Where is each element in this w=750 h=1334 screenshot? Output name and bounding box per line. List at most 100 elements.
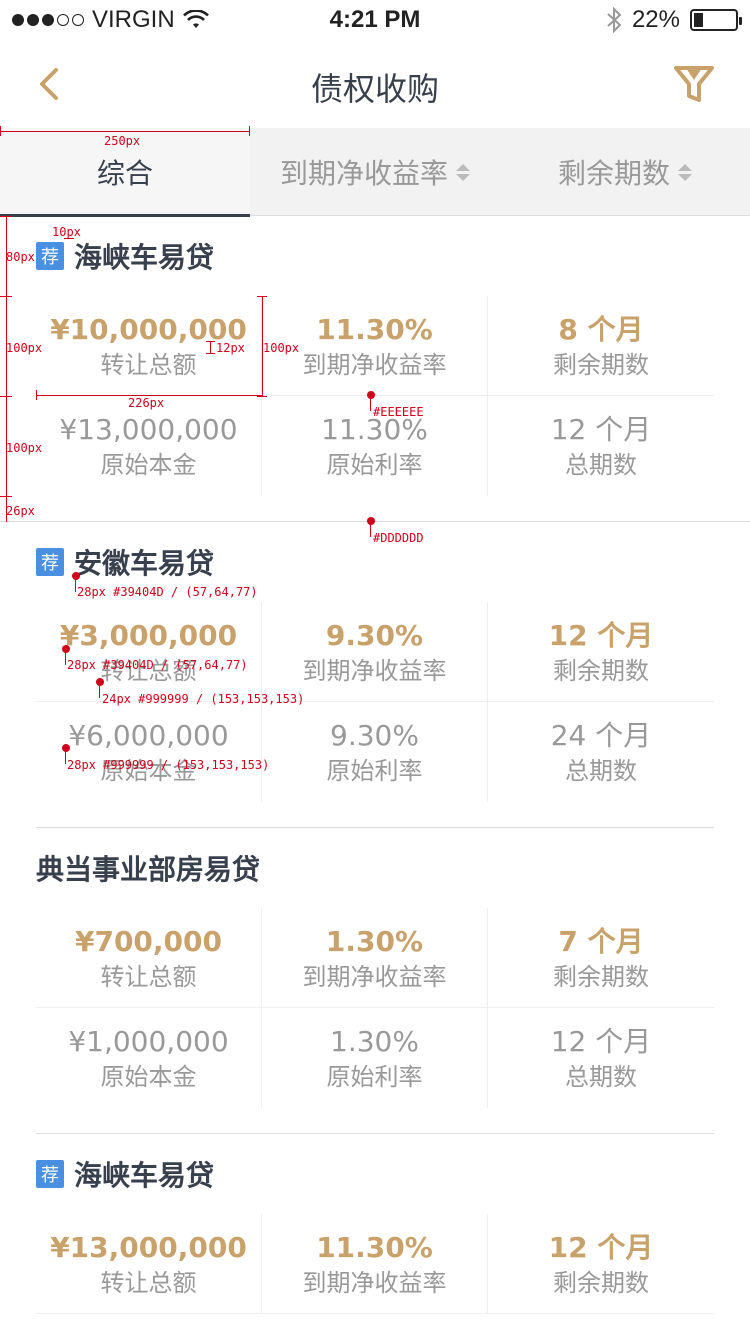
stat-label: 原始利率 bbox=[326, 757, 423, 785]
tab-label: 剩余期数 bbox=[557, 157, 670, 190]
spec-line bbox=[370, 397, 371, 411]
card-title-row: 荐 海峡车易贷 bbox=[36, 240, 214, 274]
spec-label: 226px bbox=[128, 396, 165, 410]
sort-arrows-icon bbox=[678, 163, 692, 181]
stat-rate: 1.30% 原始利率 bbox=[262, 1008, 488, 1108]
loan-title: 海峡车易贷 bbox=[74, 241, 215, 274]
stat-label: 原始本金 bbox=[100, 757, 197, 785]
stat-transfer-amount: ¥13,000,000 转让总额 bbox=[36, 1214, 262, 1313]
card-title-row: 荐 海峡车易贷 bbox=[36, 1158, 214, 1192]
status-left: VIRGIN bbox=[12, 6, 209, 34]
stat-label: 剩余期数 bbox=[553, 1268, 649, 1297]
stat-value: 24 个月 bbox=[550, 719, 652, 752]
stat-principal: ¥13,000,000 原始本金 bbox=[36, 396, 262, 496]
bluetooth-icon bbox=[607, 7, 622, 33]
stat-value: 11.30% bbox=[316, 312, 433, 346]
spec-pin bbox=[367, 391, 375, 399]
spec-line bbox=[206, 353, 215, 354]
spec-line bbox=[249, 126, 250, 136]
spec-label: 28px #39404D / (57,64,77) bbox=[77, 585, 258, 599]
spec-pin bbox=[367, 517, 375, 525]
stat-net-yield: 11.30% 到期净收益率 bbox=[262, 1214, 488, 1313]
spec-line bbox=[0, 131, 250, 132]
stat-value: 1.30% bbox=[330, 1025, 419, 1058]
stat-value: ¥6,000,000 bbox=[68, 719, 229, 752]
loan-card[interactable]: 荐 海峡车易贷 ¥13,000,000 转让总额 11.30% 到期净收益率 1… bbox=[0, 1134, 750, 1334]
stat-net-yield: 9.30% 到期净收益率 bbox=[262, 602, 488, 701]
status-bar: VIRGIN 4:21 PM 22% bbox=[0, 0, 750, 40]
stat-label: 到期净收益率 bbox=[302, 350, 447, 379]
stat-label: 原始利率 bbox=[326, 451, 423, 479]
divider bbox=[0, 521, 750, 522]
spec-label: 10px bbox=[52, 225, 81, 239]
tab-comprehensive[interactable]: 综合 bbox=[0, 128, 250, 217]
spec-line bbox=[210, 341, 211, 353]
spec-line bbox=[257, 396, 267, 397]
spec-line bbox=[370, 523, 371, 537]
stat-remaining: 12 个月 剩余期数 bbox=[488, 602, 714, 701]
stat-label: 到期净收益率 bbox=[302, 1268, 447, 1297]
loan-card[interactable]: 荐 海峡车易贷 ¥10,000,000 转让总额 11.30% 到期净收益率 8… bbox=[0, 216, 750, 522]
loan-title: 安徽车易贷 bbox=[74, 547, 215, 580]
loan-card[interactable]: 典当事业部房易贷 ¥700,000 转让总额 1.30% 到期净收益率 7 个月… bbox=[0, 828, 750, 1134]
stat-label: 剩余期数 bbox=[553, 656, 649, 685]
stat-label: 剩余期数 bbox=[553, 350, 649, 379]
spec-label: 100px bbox=[6, 441, 43, 455]
stat-rate: 11.30% 原始利率 bbox=[262, 396, 488, 496]
page-title: 债权收购 bbox=[310, 70, 439, 108]
stat-transfer-amount: ¥3,000,000 转让总额 bbox=[36, 602, 262, 701]
stat-value: 8 个月 bbox=[558, 312, 644, 346]
spec-label: #DDDDDD bbox=[373, 531, 424, 545]
nav-bar: 债权收购 bbox=[0, 40, 750, 128]
spec-label: 100px bbox=[6, 341, 43, 355]
tab-remaining-periods[interactable]: 剩余期数 bbox=[500, 128, 750, 216]
stat-label: 转让总额 bbox=[100, 656, 197, 685]
stat-net-yield: 11.30% 到期净收益率 bbox=[262, 296, 488, 395]
stat-value: 12 个月 bbox=[548, 618, 654, 652]
card-title-row: 典当事业部房易贷 bbox=[36, 852, 260, 886]
stat-label: 原始本金 bbox=[100, 451, 197, 479]
stat-remaining: 7 个月 剩余期数 bbox=[488, 908, 714, 1007]
spec-line bbox=[0, 296, 12, 297]
spec-line bbox=[36, 390, 37, 400]
tab-net-yield[interactable]: 到期净收益率 bbox=[250, 128, 500, 216]
stat-label: 转让总额 bbox=[100, 962, 197, 991]
stat-total-periods: 12 个月 总期数 bbox=[488, 396, 714, 496]
recommend-badge: 荐 bbox=[36, 242, 64, 270]
stat-transfer-amount: ¥700,000 转让总额 bbox=[36, 908, 262, 1007]
spec-line bbox=[36, 395, 262, 396]
spec-pin bbox=[62, 744, 70, 752]
filter-icon[interactable] bbox=[672, 62, 716, 106]
stat-value: ¥3,000,000 bbox=[59, 618, 238, 652]
carrier-name: VIRGIN bbox=[92, 6, 175, 33]
loan-card[interactable]: 荐 安徽车易贷 ¥3,000,000 转让总额 9.30% 到期净收益率 12 … bbox=[0, 522, 750, 828]
stat-remaining: 12 个月 剩余期数 bbox=[488, 1214, 714, 1313]
signal-strength-icon bbox=[12, 14, 84, 26]
stat-principal: ¥6,000,000 原始本金 bbox=[36, 702, 262, 802]
stat-total-periods: 24 个月 总期数 bbox=[488, 702, 714, 802]
spec-line bbox=[75, 578, 76, 592]
spec-line bbox=[65, 750, 66, 764]
loan-list: 荐 海峡车易贷 ¥10,000,000 转让总额 11.30% 到期净收益率 8… bbox=[0, 216, 750, 1334]
recommend-badge: 荐 bbox=[36, 1160, 64, 1188]
loan-stats: ¥13,000,000 转让总额 11.30% 到期净收益率 12 个月 剩余期… bbox=[36, 1214, 714, 1314]
stat-label: 总期数 bbox=[565, 757, 637, 785]
stat-principal: ¥1,000,000 原始本金 bbox=[36, 1008, 262, 1108]
stat-value: 11.30% bbox=[316, 1230, 433, 1264]
spec-pin bbox=[96, 678, 104, 686]
stat-value: ¥700,000 bbox=[74, 924, 222, 958]
loan-title: 典当事业部房易贷 bbox=[36, 853, 261, 886]
stat-value: 12 个月 bbox=[550, 413, 652, 446]
spec-label: 100px bbox=[263, 341, 300, 355]
card-title-row: 荐 安徽车易贷 bbox=[36, 546, 214, 580]
chevron-left-icon[interactable] bbox=[30, 64, 70, 104]
stat-value: 1.30% bbox=[325, 924, 424, 958]
spec-line bbox=[64, 238, 74, 239]
stat-transfer-amount: ¥10,000,000 转让总额 bbox=[36, 296, 262, 395]
spec-label: 28px #39404D / (57,64,77) bbox=[67, 658, 248, 672]
stat-label: 到期净收益率 bbox=[302, 656, 447, 685]
loan-title: 海峡车易贷 bbox=[74, 1159, 215, 1192]
tab-label: 到期净收益率 bbox=[279, 157, 448, 190]
spec-pin bbox=[72, 572, 80, 580]
battery-percent: 22% bbox=[631, 6, 680, 33]
